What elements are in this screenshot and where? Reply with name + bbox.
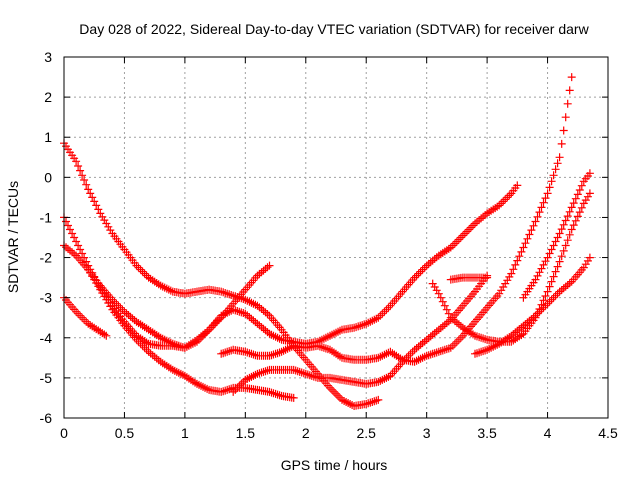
x-tick-label: 3.5 xyxy=(477,425,497,441)
y-tick-label: 0 xyxy=(44,169,52,185)
y-tick-label: 1 xyxy=(44,129,52,145)
x-tick-label: 4 xyxy=(544,425,552,441)
x-tick-label: 0.5 xyxy=(115,425,135,441)
series-track-10 xyxy=(471,253,594,358)
x-tick-label: 4.5 xyxy=(598,425,618,441)
plot-frame xyxy=(63,56,609,419)
series-track-11 xyxy=(519,169,594,302)
series-points xyxy=(446,273,492,284)
series-points xyxy=(229,271,492,396)
y-tick-label: 3 xyxy=(44,49,52,65)
x-tick-label: 1 xyxy=(181,425,189,441)
x-tick-label: 1.5 xyxy=(236,425,256,441)
y-tick-label: -1 xyxy=(40,209,53,225)
y-tick-label: -3 xyxy=(40,290,53,306)
x-tick-label: 3 xyxy=(423,425,431,441)
x-tick-label: 2 xyxy=(302,425,310,441)
series-points xyxy=(519,169,594,302)
series-track-5 xyxy=(84,265,298,402)
series-points xyxy=(471,253,594,358)
series-track-6 xyxy=(217,73,576,366)
x-axis-label: GPS time / hours xyxy=(281,457,388,473)
y-tick-label: -4 xyxy=(40,330,53,346)
axis-ticks: 0 0.5 1 1.5 2 2.5 3 3.5 4 4.5 -6 -5 -4 -3 -2 -1 0 1 2 3 xyxy=(40,49,618,441)
chart-title: Day 028 of 2022, Sidereal Day-to-day VTE… xyxy=(79,21,589,37)
y-tick-label: -5 xyxy=(40,370,53,386)
x-tick-label: 2.5 xyxy=(356,425,376,441)
series-points xyxy=(217,73,576,366)
series-track-7 xyxy=(229,271,492,396)
x-tick-label: 0 xyxy=(60,425,68,441)
y-tick-label: 2 xyxy=(44,89,52,105)
series-track-9 xyxy=(446,273,492,284)
y-axis-label: SDTVAR / TECUs xyxy=(5,181,21,293)
y-tick-label: -6 xyxy=(40,410,53,426)
y-tick-label: -2 xyxy=(40,250,53,266)
series-points xyxy=(84,265,298,402)
